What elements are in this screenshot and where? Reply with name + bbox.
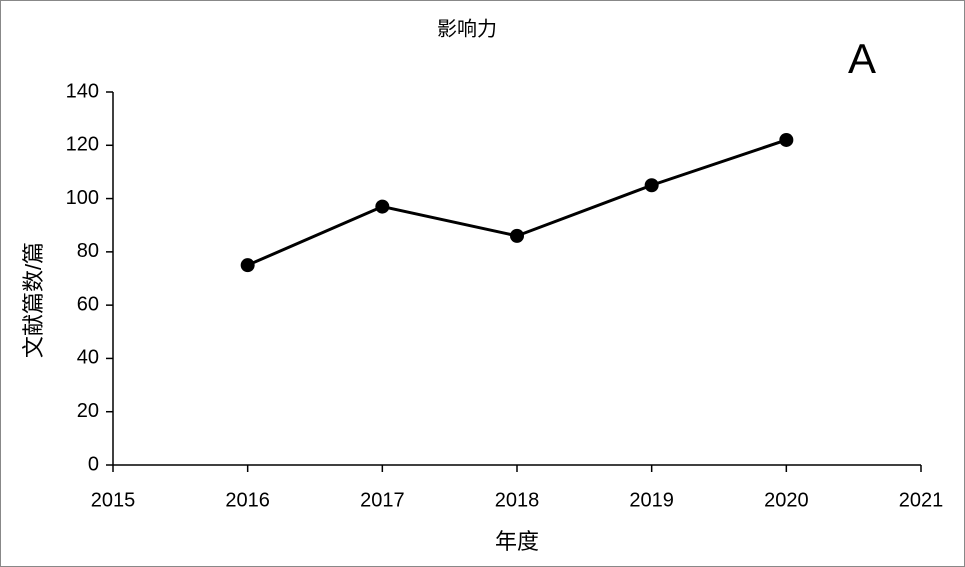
x-tick-label: 2020: [764, 489, 809, 511]
x-axis-label: 年度: [495, 529, 539, 554]
y-axis-label: 文献篇数/篇: [21, 242, 46, 358]
data-point: [779, 132, 794, 147]
x-tick-label: 2018: [495, 489, 540, 511]
y-tick-label: 0: [88, 453, 99, 475]
chart-title: 影响力: [437, 17, 497, 40]
data-point: [240, 258, 255, 273]
y-tick-label: 120: [66, 134, 99, 156]
data-point: [644, 178, 659, 193]
y-tick-label: 40: [77, 347, 99, 369]
x-tick-label: 2021: [899, 489, 944, 511]
x-tick-label: 2016: [225, 489, 270, 511]
y-tick-label: 20: [77, 400, 99, 422]
x-tick-label: 2019: [629, 489, 674, 511]
y-tick-label: 140: [66, 80, 99, 102]
x-tick-label: 2015: [91, 489, 136, 511]
y-tick-label: 60: [77, 293, 99, 315]
panel-annotation: A: [848, 35, 876, 82]
x-tick-label: 2017: [360, 489, 405, 511]
y-tick-label: 80: [77, 240, 99, 262]
data-point: [375, 199, 390, 214]
data-point: [510, 228, 524, 243]
y-tick-label: 100: [66, 187, 99, 209]
